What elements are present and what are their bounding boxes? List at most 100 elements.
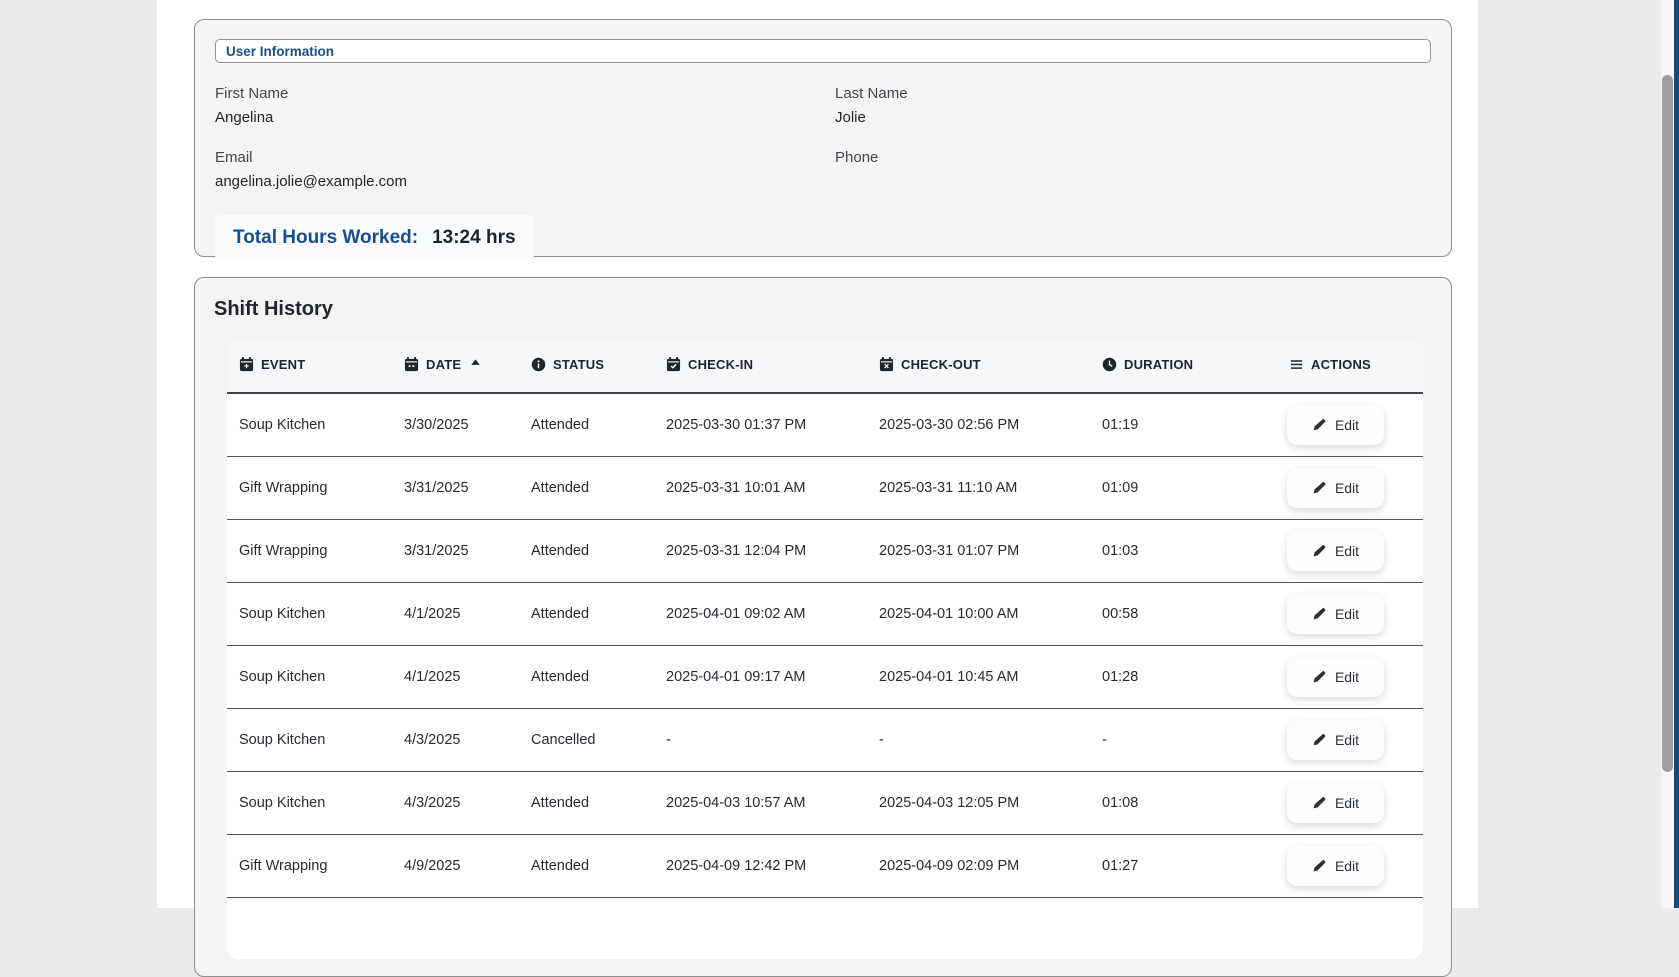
check-in-cell: 2025-04-09 12:42 PM [654,834,867,898]
shift-row: Soup Kitchen 3/30/2025 Attended 2025-03-… [227,393,1423,457]
first-name-field: First Name Angelina [215,85,835,127]
status-cell: Attended [519,834,654,898]
first-name-value: Angelina [215,109,274,126]
event-cell: Soup Kitchen [227,708,392,772]
status-cell: Attended [519,456,654,520]
actions-cell: Edit [1263,456,1423,520]
check-out-cell: - [867,708,1090,772]
duration-cell: 01:28 [1090,645,1263,709]
event-cell: Gift Wrapping [227,456,392,520]
edit-button[interactable]: Edit [1287,593,1384,634]
column-header-label: DURATION [1124,356,1194,372]
column-header-status[interactable]: STATUS [519,339,654,394]
status-cell: Attended [519,519,654,583]
duration-cell: - [1090,708,1263,772]
check-in-cell: 2025-03-31 10:01 AM [654,456,867,520]
date-cell: 4/1/2025 [392,645,519,709]
phone-field: Phone [835,149,1431,191]
actions-cell: Edit [1263,834,1423,898]
check-in-cell: 2025-04-03 10:57 AM [654,771,867,835]
event-cell: Soup Kitchen [227,645,392,709]
column-header-date[interactable]: DATE [392,339,519,394]
phone-value [835,173,1431,191]
total-hours-value: 13:24 hrs [432,227,516,248]
shift-history-card: Shift History EVENT [194,277,1452,977]
date-cell: 4/9/2025 [392,834,519,898]
calendar-icon [404,356,419,371]
date-cell: 3/30/2025 [392,393,519,457]
event-cell: Soup Kitchen [227,582,392,646]
clock-icon [1102,357,1117,371]
first-name-label: First Name [215,85,289,102]
column-header-event[interactable]: EVENT [227,339,392,394]
edit-button-label: Edit [1334,668,1360,685]
email-label: Email [215,149,253,166]
user-fields-grid: First Name Angelina Last Name Jolie Emai… [215,85,1431,191]
pencil-icon [1313,607,1326,619]
user-information-title: User Information [226,43,335,59]
email-field: Email angelina.jolie@example.com [215,149,835,191]
total-hours-label: Total Hours Worked: [233,227,419,248]
column-header-label: CHECK-IN [688,356,754,372]
check-out-cell: 2025-03-31 11:10 AM [867,456,1090,520]
user-information-card: User Information First Name Angelina Las… [194,19,1452,261]
event-cell: Gift Wrapping [227,834,392,898]
email-value: angelina.jolie@example.com [215,173,407,190]
actions-cell: Edit [1263,645,1423,709]
scrollbar-thumb[interactable] [1662,75,1673,772]
check-in-cell: 2025-04-01 09:02 AM [654,582,867,646]
status-cell: Cancelled [519,708,654,772]
sort-ascending-icon [471,358,480,365]
pencil-icon [1313,733,1326,745]
edit-button[interactable]: Edit [1287,656,1384,697]
actions-cell: Edit [1263,519,1423,583]
event-cell: Soup Kitchen [227,393,392,457]
shift-row: Soup Kitchen 4/3/2025 Cancelled - - - Ed… [227,708,1423,772]
actions-cell: Edit [1263,708,1423,772]
column-header-actions[interactable]: ACTIONS [1263,339,1423,394]
edit-button-label: Edit [1334,416,1360,433]
column-header-label: STATUS [553,356,605,372]
date-cell: 4/1/2025 [392,582,519,646]
actions-cell: Edit [1263,582,1423,646]
status-cell: Attended [519,771,654,835]
pencil-icon [1313,481,1326,493]
column-header-duration[interactable]: DURATION [1090,339,1263,394]
edit-button[interactable]: Edit [1287,404,1384,445]
edit-button-label: Edit [1334,857,1360,874]
edit-button-label: Edit [1334,794,1360,811]
status-cell: Attended [519,645,654,709]
info-circle-icon [531,357,546,371]
duration-cell: 01:27 [1090,834,1263,898]
duration-cell: 01:19 [1090,393,1263,457]
duration-cell: 01:03 [1090,519,1263,583]
date-cell: 3/31/2025 [392,519,519,583]
shift-row: Gift Wrapping 3/31/2025 Attended 2025-03… [227,456,1423,520]
column-header-check-out[interactable]: CHECK-OUT [867,339,1090,394]
shift-history-title: Shift History [214,298,333,320]
last-name-field: Last Name Jolie [835,85,1431,127]
shift-table: EVENT DATE STATUS [227,339,1423,898]
pencil-icon [1313,544,1326,556]
calendar-plus-icon [239,356,254,371]
vertical-scrollbar[interactable] [1661,0,1674,908]
last-name-label: Last Name [835,85,908,102]
column-header-label: EVENT [261,356,306,372]
edit-button-label: Edit [1334,731,1360,748]
edit-button[interactable]: Edit [1287,845,1384,886]
column-header-check-in[interactable]: CHECK-IN [654,339,867,394]
edit-button[interactable]: Edit [1287,782,1384,823]
shift-row: Gift Wrapping 3/31/2025 Attended 2025-03… [227,519,1423,583]
actions-cell: Edit [1263,771,1423,835]
pencil-icon [1313,670,1326,682]
check-out-cell: 2025-04-01 10:45 AM [867,645,1090,709]
last-name-value: Jolie [835,109,866,126]
shift-row: Gift Wrapping 4/9/2025 Attended 2025-04-… [227,834,1423,898]
edit-button[interactable]: Edit [1287,467,1384,508]
duration-cell: 01:08 [1090,771,1263,835]
user-information-header: User Information [215,39,1431,63]
status-cell: Attended [519,393,654,457]
column-header-label: CHECK-OUT [901,356,981,372]
edit-button[interactable]: Edit [1287,719,1384,760]
edit-button[interactable]: Edit [1287,530,1384,571]
